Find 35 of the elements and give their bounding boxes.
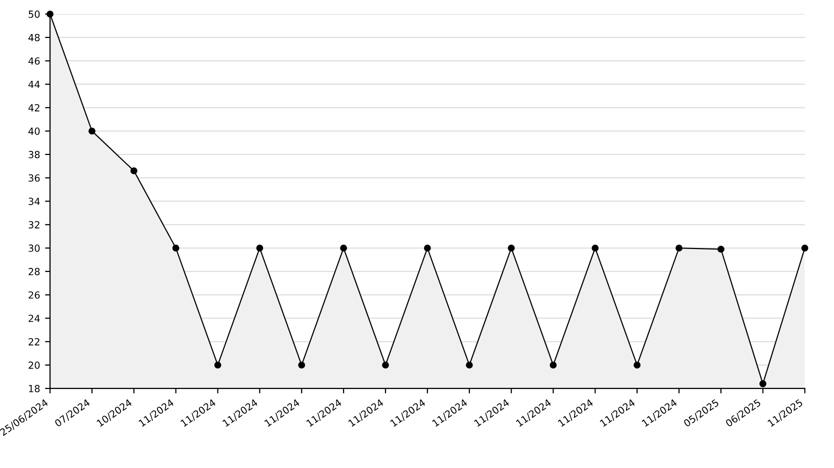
y-tick-label: 50 <box>28 10 40 18</box>
point <box>298 362 306 369</box>
y-tick-label: 34 <box>28 198 40 206</box>
point <box>172 244 180 252</box>
point <box>550 362 557 369</box>
y-tick-label: 46 <box>28 57 40 65</box>
point <box>256 244 264 252</box>
y-tick-label: 24 <box>28 314 40 322</box>
y-tick-label: 30 <box>28 244 40 252</box>
y-tick-label: 40 <box>28 128 40 135</box>
y-tick-label: 28 <box>28 268 40 276</box>
y-tick-label: 38 <box>28 150 40 158</box>
point <box>130 167 138 174</box>
point <box>466 362 473 369</box>
y-tick-label: 48 <box>28 34 40 42</box>
point <box>382 362 389 369</box>
point <box>592 244 599 252</box>
point <box>214 362 222 369</box>
y-tick-label: 20 <box>28 362 40 369</box>
y-tick-label: 36 <box>28 174 40 182</box>
point <box>676 244 682 252</box>
y-tick-label: 44 <box>28 80 40 88</box>
point <box>634 362 641 369</box>
point <box>340 244 348 252</box>
point <box>801 244 808 252</box>
point <box>508 244 515 252</box>
point <box>88 128 96 135</box>
point <box>759 380 766 388</box>
y-tick-label: 18 <box>29 384 40 392</box>
y-tick-label: 32 <box>28 221 40 228</box>
y-tick-label: 42 <box>28 104 40 112</box>
y-tick-label: 26 <box>28 291 40 299</box>
y-tick-label: 22 <box>28 338 40 346</box>
point <box>424 244 431 252</box>
point <box>717 246 724 253</box>
